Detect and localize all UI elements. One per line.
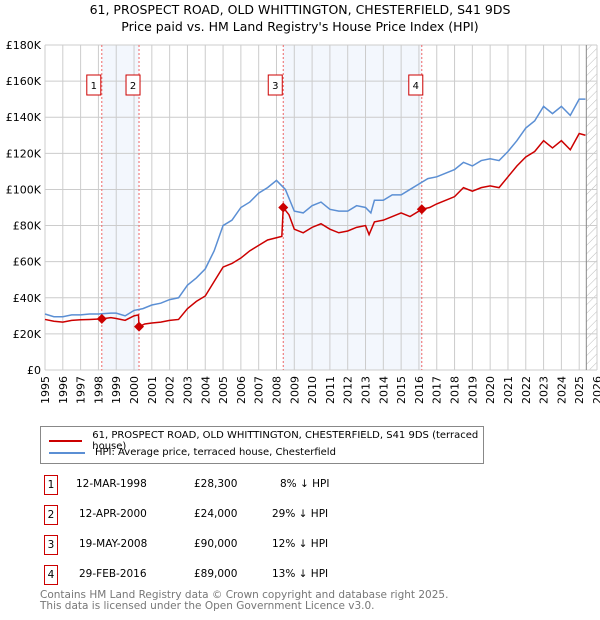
sale-id: 3 bbox=[44, 535, 58, 555]
sale-date: 19-MAY-2008 bbox=[79, 538, 148, 550]
sale-date: 12-MAR-1998 bbox=[76, 478, 147, 490]
x-tick-label: 2021 bbox=[502, 376, 515, 404]
x-tick-label: 2000 bbox=[128, 376, 141, 404]
y-tick-label: £80K bbox=[13, 220, 42, 233]
sale-id: 4 bbox=[44, 565, 58, 585]
price-chart: 1995 1996 1997 1998 1999 2000 2001 2002 2003 2004… bbox=[6, 39, 600, 404]
y-tick-label: £0 bbox=[27, 364, 41, 377]
y-tick-label: £120K bbox=[6, 147, 42, 160]
forecast-hatch bbox=[586, 45, 597, 370]
sale-point bbox=[416, 204, 427, 215]
legend-item-property: 61, PROSPECT ROAD, OLD WHITTINGTON, CHES… bbox=[49, 430, 483, 452]
chart-title: 61, PROSPECT ROAD, OLD WHITTINGTON, CHES… bbox=[89, 2, 511, 17]
x-tick-label: 2003 bbox=[181, 376, 194, 404]
y-tick-label: £60K bbox=[13, 256, 42, 269]
footer-line: This data is licensed under the Open Gov… bbox=[40, 600, 375, 612]
sale-label-box bbox=[86, 74, 102, 96]
sale-label: 2 bbox=[130, 81, 136, 92]
sale-id: 1 bbox=[44, 475, 58, 495]
property-series-line bbox=[44, 132, 586, 328]
x-tick-label: 1998 bbox=[92, 376, 105, 404]
x-tick-label: 2011 bbox=[324, 376, 337, 404]
chart-subtitle: Price paid vs. HM Land Registry's House … bbox=[121, 19, 479, 34]
sale-hpi: 8% ↓ HPI bbox=[280, 478, 330, 490]
sale-date: 29-FEB-2016 bbox=[79, 568, 147, 580]
x-tick-label: 2024 bbox=[555, 376, 568, 404]
sale-label-box bbox=[408, 74, 424, 96]
x-tick-label: 2022 bbox=[520, 376, 533, 404]
sale-label-box bbox=[125, 74, 141, 96]
legend-swatch bbox=[49, 451, 85, 454]
x-tick-label: 2008 bbox=[270, 376, 283, 404]
x-tick-label: 2025 bbox=[573, 376, 586, 404]
sale-label-box bbox=[267, 74, 283, 96]
x-tick-label: 2019 bbox=[466, 376, 479, 404]
legend-label: 61, PROSPECT ROAD, OLD WHITTINGTON, CHES… bbox=[92, 430, 479, 452]
sale-price_label: £24,000 bbox=[194, 508, 238, 520]
x-tick-label: 2007 bbox=[253, 376, 266, 404]
x-tick-label: 2014 bbox=[377, 376, 390, 404]
legend: 61, PROSPECT ROAD, OLD WHITTINGTON, CHES… bbox=[40, 426, 484, 464]
x-tick-label: 2005 bbox=[217, 376, 230, 404]
x-tick-label: 1997 bbox=[75, 376, 88, 404]
sale-hpi: 13% ↓ HPI bbox=[272, 568, 329, 580]
legend-label: HPI: Average price, terraced house, Ches… bbox=[95, 447, 336, 458]
sale-point bbox=[134, 321, 145, 332]
sale-price_label: £89,000 bbox=[194, 568, 238, 580]
y-tick-label: £40K bbox=[13, 292, 42, 305]
hpi-series-line bbox=[44, 98, 586, 318]
x-tick-label: 2004 bbox=[199, 376, 212, 404]
x-tick-label: 2010 bbox=[306, 376, 319, 404]
sale-label: 1 bbox=[91, 81, 97, 92]
y-tick-label: £100K bbox=[6, 183, 42, 196]
sale-price_label: £28,300 bbox=[194, 478, 238, 490]
sale-price_label: £90,000 bbox=[194, 538, 238, 550]
x-tick-label: 2012 bbox=[342, 376, 355, 404]
x-tick-label: 2015 bbox=[395, 376, 408, 404]
x-tick-label: 2001 bbox=[146, 376, 159, 404]
x-tick-label: 2002 bbox=[164, 376, 177, 404]
footer-line: Contains HM Land Registry data © Crown c… bbox=[40, 589, 449, 601]
x-tick-label: 2009 bbox=[288, 376, 301, 404]
legend-swatch bbox=[49, 440, 83, 442]
sale-hpi: 29% ↓ HPI bbox=[272, 508, 329, 520]
sale-hpi: 12% ↓ HPI bbox=[272, 538, 329, 550]
x-tick-label: 1999 bbox=[110, 376, 123, 404]
x-tick-label: 1996 bbox=[57, 376, 70, 404]
x-tick-label: 2006 bbox=[235, 376, 248, 404]
sale-point bbox=[278, 202, 289, 213]
x-tick-label: 2017 bbox=[431, 376, 444, 404]
legend-item-hpi: HPI: Average price, terraced house, Ches… bbox=[49, 447, 336, 458]
sale-id: 2 bbox=[44, 505, 58, 525]
y-tick-label: £140K bbox=[6, 111, 42, 124]
sale-label: 3 bbox=[272, 81, 278, 92]
x-tick-label: 2026 bbox=[591, 376, 600, 404]
x-tick-label: 2020 bbox=[484, 376, 497, 404]
sale-point bbox=[96, 313, 107, 324]
y-tick-label: £180K bbox=[6, 39, 42, 52]
sale-label: 4 bbox=[413, 81, 419, 92]
y-tick-label: £160K bbox=[6, 75, 42, 88]
y-tick-label: £20K bbox=[13, 328, 42, 341]
footer: Contains HM Land Registry data © Crown c… bbox=[40, 590, 448, 612]
x-tick-label: 2018 bbox=[449, 376, 462, 404]
sale-date: 12-APR-2000 bbox=[79, 508, 147, 520]
x-tick-label: 1995 bbox=[39, 376, 52, 404]
x-tick-label: 2023 bbox=[538, 376, 551, 404]
x-tick-label: 2013 bbox=[360, 376, 373, 404]
x-tick-label: 2016 bbox=[413, 376, 426, 404]
